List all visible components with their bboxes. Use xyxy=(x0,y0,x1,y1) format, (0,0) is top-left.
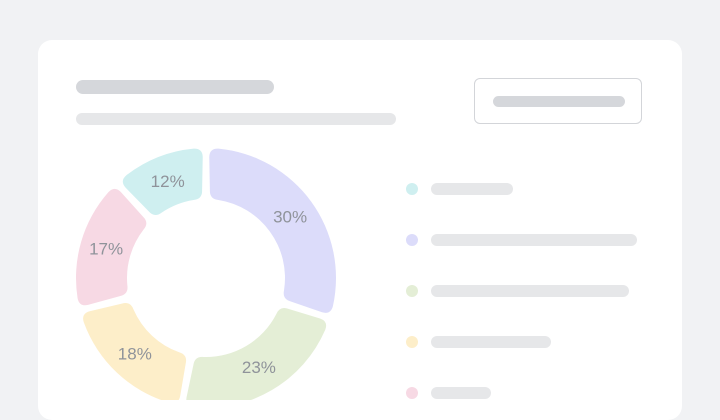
slice-label-1: 30% xyxy=(273,207,307,226)
legend-swatch xyxy=(406,285,418,297)
legend-item-2 xyxy=(406,233,646,247)
action-button[interactable] xyxy=(474,78,642,124)
legend-item-1 xyxy=(406,182,646,196)
slice-label-5: 12% xyxy=(151,172,185,191)
legend-label-placeholder xyxy=(431,387,491,399)
donut-slice-3[interactable] xyxy=(83,303,187,400)
legend-label-placeholder xyxy=(431,336,551,348)
legend-item-5 xyxy=(406,386,646,400)
legend-label-placeholder xyxy=(431,183,513,195)
subtitle-placeholder xyxy=(76,113,396,125)
title-placeholder xyxy=(76,80,274,94)
donut-chart: 30% 23% 18% 17% 12% xyxy=(75,148,336,400)
chart-card: 30% 23% 18% 17% 12% xyxy=(38,40,682,420)
legend-item-3 xyxy=(406,284,646,298)
slice-label-3: 18% xyxy=(118,344,152,363)
slice-label-2: 23% xyxy=(242,358,276,377)
legend-swatch xyxy=(406,336,418,348)
donut-slice-4[interactable] xyxy=(75,188,147,306)
legend-label-placeholder xyxy=(431,234,637,246)
legend-label-placeholder xyxy=(431,285,629,297)
slice-label-4: 17% xyxy=(89,240,123,259)
legend-swatch xyxy=(406,183,418,195)
donut-slice-1[interactable] xyxy=(209,148,336,313)
legend-swatch xyxy=(406,387,418,399)
legend-item-4 xyxy=(406,335,646,349)
donut-slice-5[interactable] xyxy=(122,148,203,216)
action-button-label-placeholder xyxy=(493,96,625,107)
donut-slice-2[interactable] xyxy=(186,308,327,400)
legend-swatch xyxy=(406,234,418,246)
